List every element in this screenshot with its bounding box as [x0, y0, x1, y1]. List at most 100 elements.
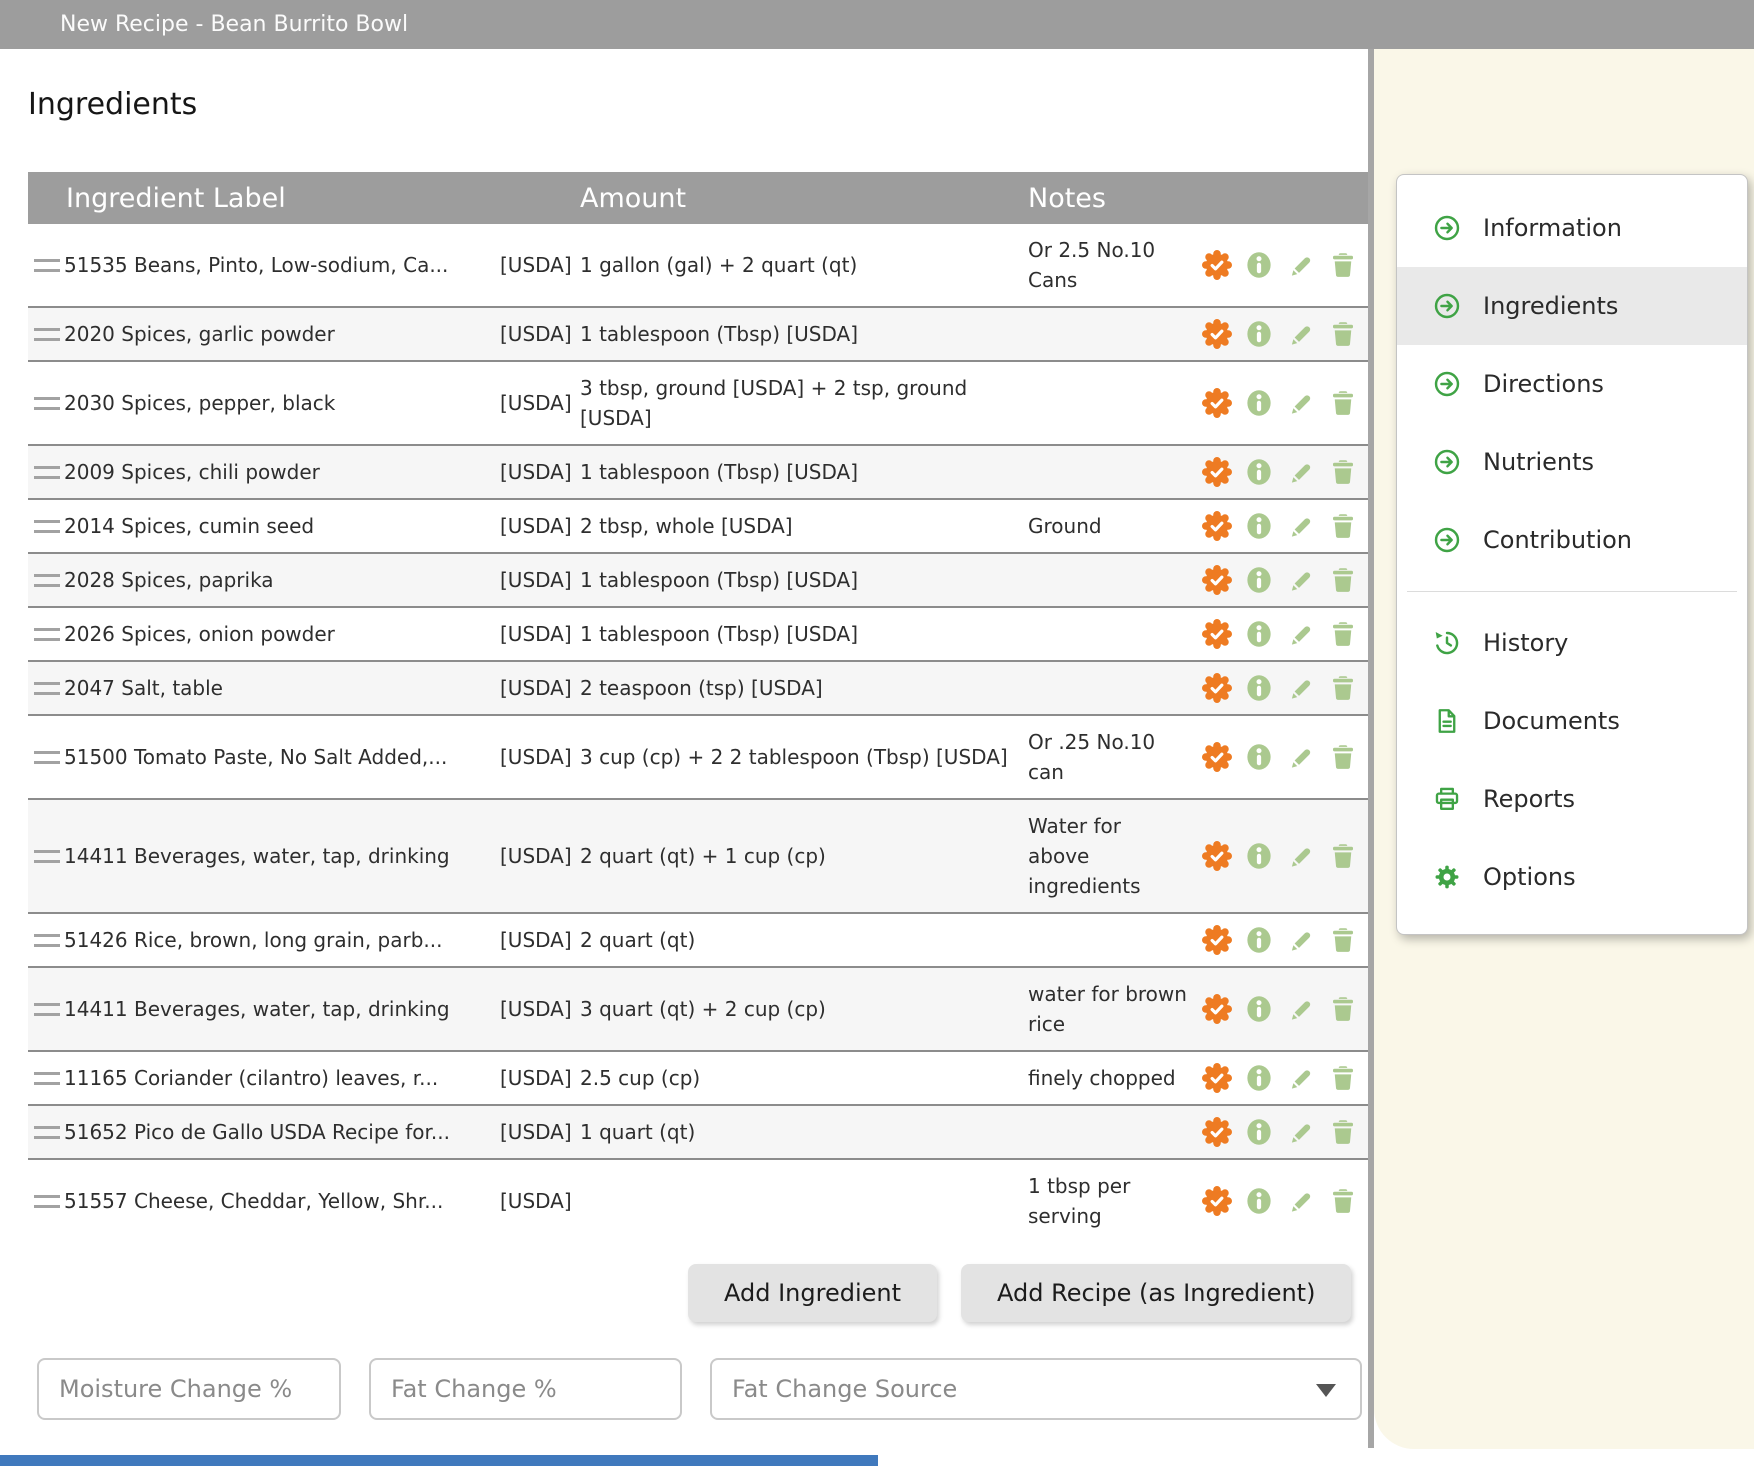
drag-handle-icon[interactable] — [34, 396, 60, 410]
edit-icon[interactable] — [1286, 457, 1316, 487]
verified-badge-icon[interactable] — [1202, 565, 1232, 595]
verified-badge-icon[interactable] — [1202, 1063, 1232, 1093]
ingredient-rows: 51535 Beans, Pinto, Low-sodium, Ca... [US… — [28, 224, 1368, 1242]
add-recipe-button[interactable]: Add Recipe (as Ingredient) — [961, 1264, 1352, 1322]
sidebar-item-history[interactable]: History — [1397, 604, 1747, 682]
verified-badge-icon[interactable] — [1202, 319, 1232, 349]
drag-handle-icon[interactable] — [34, 1002, 60, 1016]
delete-icon[interactable] — [1328, 994, 1358, 1024]
row-actions — [1198, 1117, 1368, 1147]
drag-handle-icon[interactable] — [34, 750, 60, 764]
drag-handle-icon[interactable] — [34, 627, 60, 641]
info-icon[interactable] — [1244, 742, 1274, 772]
edit-icon[interactable] — [1286, 1186, 1316, 1216]
info-icon[interactable] — [1244, 250, 1274, 280]
edit-icon[interactable] — [1286, 511, 1316, 541]
verified-badge-icon[interactable] — [1202, 841, 1232, 871]
sidebar-item-information[interactable]: Information — [1397, 189, 1747, 267]
drag-handle-icon[interactable] — [34, 573, 60, 587]
moisture-change-input[interactable] — [37, 1358, 341, 1420]
vertical-scrollbar[interactable] — [1368, 49, 1374, 1448]
fat-change-input[interactable] — [369, 1358, 682, 1420]
edit-icon[interactable] — [1286, 1117, 1316, 1147]
verified-badge-icon[interactable] — [1202, 925, 1232, 955]
delete-icon[interactable] — [1328, 1117, 1358, 1147]
verified-badge-icon[interactable] — [1202, 742, 1232, 772]
info-icon[interactable] — [1244, 319, 1274, 349]
delete-icon[interactable] — [1328, 457, 1358, 487]
sidebar-item-reports[interactable]: Reports — [1397, 760, 1747, 838]
verified-badge-icon[interactable] — [1202, 994, 1232, 1024]
edit-icon[interactable] — [1286, 1063, 1316, 1093]
sidebar-item-label: Contribution — [1483, 526, 1633, 554]
info-icon[interactable] — [1244, 1063, 1274, 1093]
delete-icon[interactable] — [1328, 250, 1358, 280]
drag-handle-icon[interactable] — [34, 1071, 60, 1085]
sidebar-item-directions[interactable]: Directions — [1397, 345, 1747, 423]
edit-icon[interactable] — [1286, 619, 1316, 649]
delete-icon[interactable] — [1328, 841, 1358, 871]
info-icon[interactable] — [1244, 457, 1274, 487]
info-icon[interactable] — [1244, 619, 1274, 649]
verified-badge-icon[interactable] — [1202, 457, 1232, 487]
delete-icon[interactable] — [1328, 925, 1358, 955]
delete-icon[interactable] — [1328, 673, 1358, 703]
edit-icon[interactable] — [1286, 673, 1316, 703]
fat-change-source-select[interactable]: Fat Change Source — [710, 1358, 1362, 1420]
drag-handle-icon[interactable] — [34, 465, 60, 479]
drag-handle-icon[interactable] — [34, 327, 60, 341]
row-actions — [1198, 1063, 1368, 1093]
info-icon[interactable] — [1244, 673, 1274, 703]
info-icon[interactable] — [1244, 388, 1274, 418]
delete-icon[interactable] — [1328, 619, 1358, 649]
delete-icon[interactable] — [1328, 1186, 1358, 1216]
sidebar-item-contribution[interactable]: Contribution — [1397, 501, 1747, 579]
table-row: 51652 Pico de Gallo USDA Recipe for... [U… — [28, 1106, 1368, 1160]
verified-badge-icon[interactable] — [1202, 250, 1232, 280]
drag-handle-icon[interactable] — [34, 849, 60, 863]
delete-icon[interactable] — [1328, 511, 1358, 541]
info-icon[interactable] — [1244, 511, 1274, 541]
usda-source-tag: [USDA] — [500, 676, 572, 700]
ingredient-label: 51652 Pico de Gallo USDA Recipe for... — [64, 1120, 450, 1144]
sidebar-item-nutrients[interactable]: Nutrients — [1397, 423, 1747, 501]
info-icon[interactable] — [1244, 841, 1274, 871]
edit-icon[interactable] — [1286, 250, 1316, 280]
horizontal-scrollbar-thumb[interactable] — [0, 1455, 878, 1466]
drag-handle-icon[interactable] — [34, 1194, 60, 1208]
delete-icon[interactable] — [1328, 742, 1358, 772]
verified-badge-icon[interactable] — [1202, 673, 1232, 703]
info-icon[interactable] — [1244, 1117, 1274, 1147]
edit-icon[interactable] — [1286, 319, 1316, 349]
delete-icon[interactable] — [1328, 319, 1358, 349]
add-ingredient-button[interactable]: Add Ingredient — [688, 1264, 938, 1322]
info-icon[interactable] — [1244, 925, 1274, 955]
drag-handle-icon[interactable] — [34, 258, 60, 272]
info-icon[interactable] — [1244, 994, 1274, 1024]
sidebar-item-ingredients[interactable]: Ingredients — [1397, 267, 1747, 345]
row-actions — [1198, 841, 1368, 871]
verified-badge-icon[interactable] — [1202, 619, 1232, 649]
verified-badge-icon[interactable] — [1202, 1117, 1232, 1147]
drag-handle-icon[interactable] — [34, 933, 60, 947]
drag-handle-icon[interactable] — [34, 1125, 60, 1139]
edit-icon[interactable] — [1286, 841, 1316, 871]
info-icon[interactable] — [1244, 1186, 1274, 1216]
delete-icon[interactable] — [1328, 565, 1358, 595]
verified-badge-icon[interactable] — [1202, 511, 1232, 541]
edit-icon[interactable] — [1286, 994, 1316, 1024]
sidebar-item-options[interactable]: Options — [1397, 838, 1747, 916]
drag-handle-icon[interactable] — [34, 519, 60, 533]
drag-handle-icon[interactable] — [34, 681, 60, 695]
verified-badge-icon[interactable] — [1202, 1186, 1232, 1216]
row-actions — [1198, 319, 1368, 349]
edit-icon[interactable] — [1286, 388, 1316, 418]
edit-icon[interactable] — [1286, 565, 1316, 595]
info-icon[interactable] — [1244, 565, 1274, 595]
sidebar-item-documents[interactable]: Documents — [1397, 682, 1747, 760]
edit-icon[interactable] — [1286, 742, 1316, 772]
verified-badge-icon[interactable] — [1202, 388, 1232, 418]
edit-icon[interactable] — [1286, 925, 1316, 955]
delete-icon[interactable] — [1328, 1063, 1358, 1093]
delete-icon[interactable] — [1328, 388, 1358, 418]
